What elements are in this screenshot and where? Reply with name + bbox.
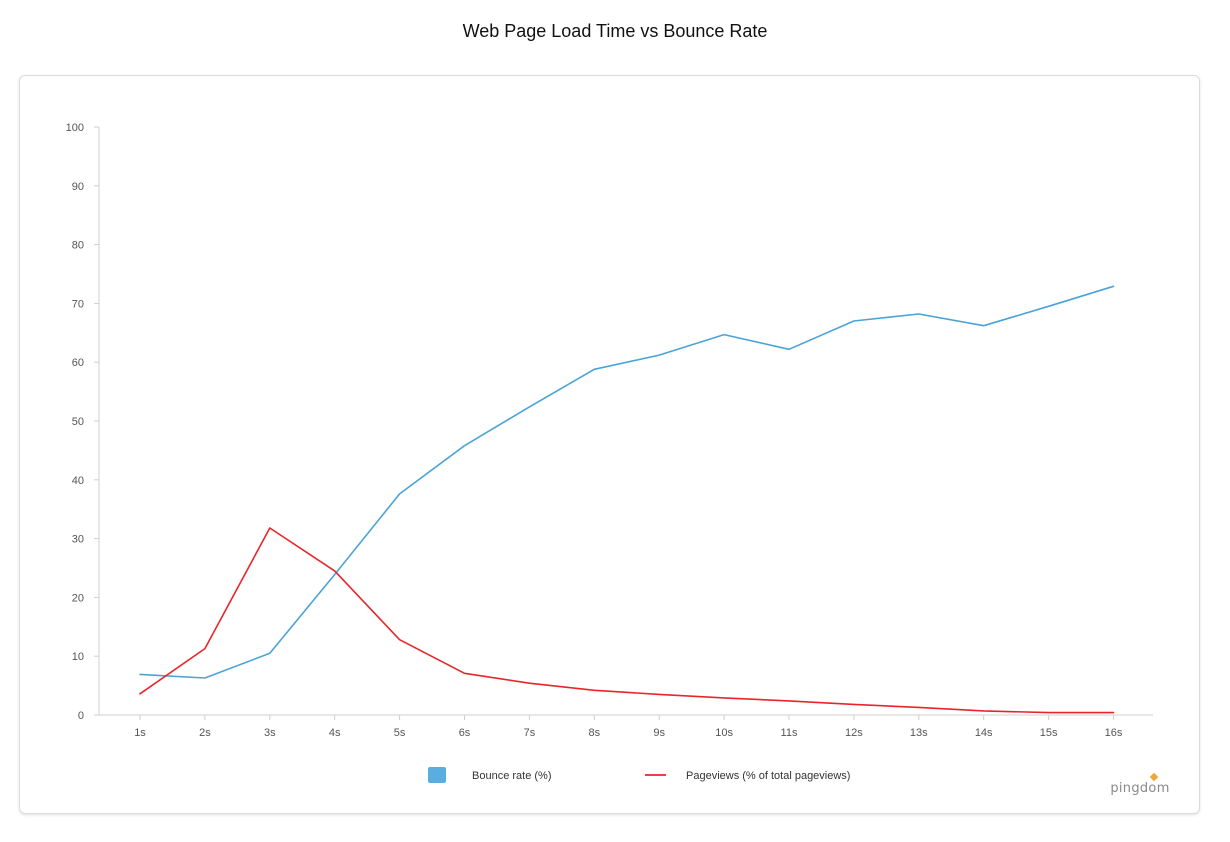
y-tick-label: 50	[72, 416, 84, 428]
y-axis: 0 10 20 30 40 50 60 70 80 90 100	[66, 122, 100, 722]
x-tick-label: 11s	[781, 727, 798, 739]
legend: Bounce rate (%) Pageviews (% of total pag…	[428, 767, 850, 783]
series-line-pageviews	[139, 527, 1115, 714]
pingdom-logo: pingdom	[1110, 772, 1170, 796]
x-tick-label: 9s	[653, 727, 665, 739]
x-tick-label: 14s	[975, 727, 993, 739]
x-tick-label: 1s	[134, 727, 146, 739]
y-tick-label: 10	[72, 651, 84, 663]
page-title: Web Page Load Time vs Bounce Rate	[462, 21, 768, 41]
legend-label-pageviews: Pageviews (% of total pageviews)	[686, 770, 850, 782]
chart-card: 0 10 20 30 40 50 60 70 80 90 100 1s 2s 3s 4s 5s 6s 7s 8s 9…	[19, 75, 1200, 814]
y-tick-label: 20	[72, 592, 84, 604]
legend-swatch-bounce-rate	[428, 767, 446, 783]
x-tick-label: 16s	[1105, 727, 1123, 739]
x-tick-label: 8s	[588, 727, 600, 739]
x-tick-label: 5s	[394, 727, 406, 739]
y-tick-label: 40	[72, 475, 84, 487]
brand-wordmark: pingdom	[1110, 781, 1170, 796]
line-chart: 0 10 20 30 40 50 60 70 80 90 100 1s 2s 3s 4s 5s 6s 7s 8s 9…	[66, 122, 1153, 783]
y-tick-label: 70	[72, 298, 84, 310]
x-tick-label: 15s	[1040, 727, 1058, 739]
y-tick-label: 0	[78, 710, 84, 722]
legend-label-bounce-rate: Bounce rate (%)	[472, 770, 551, 782]
y-tick-label: 90	[72, 181, 84, 193]
y-tick-label: 100	[66, 122, 84, 134]
x-tick-label: 3s	[264, 727, 276, 739]
y-tick-label: 30	[72, 534, 84, 546]
y-tick-label: 80	[72, 240, 84, 252]
x-tick-label: 2s	[199, 727, 211, 739]
x-tick-label: 10s	[715, 727, 733, 739]
x-tick-label: 13s	[910, 727, 928, 739]
x-tick-label: 6s	[459, 727, 471, 739]
x-tick-label: 7s	[524, 727, 536, 739]
y-tick-label: 60	[72, 357, 84, 369]
x-axis: 1s 2s 3s 4s 5s 6s 7s 8s 9s 10s 11s 12s 13s 14s 15s 16s	[99, 714, 1153, 739]
x-tick-label: 12s	[845, 727, 863, 739]
series-line-bounce-rate	[139, 285, 1115, 679]
series-group	[139, 285, 1115, 714]
x-tick-label: 4s	[329, 727, 341, 739]
